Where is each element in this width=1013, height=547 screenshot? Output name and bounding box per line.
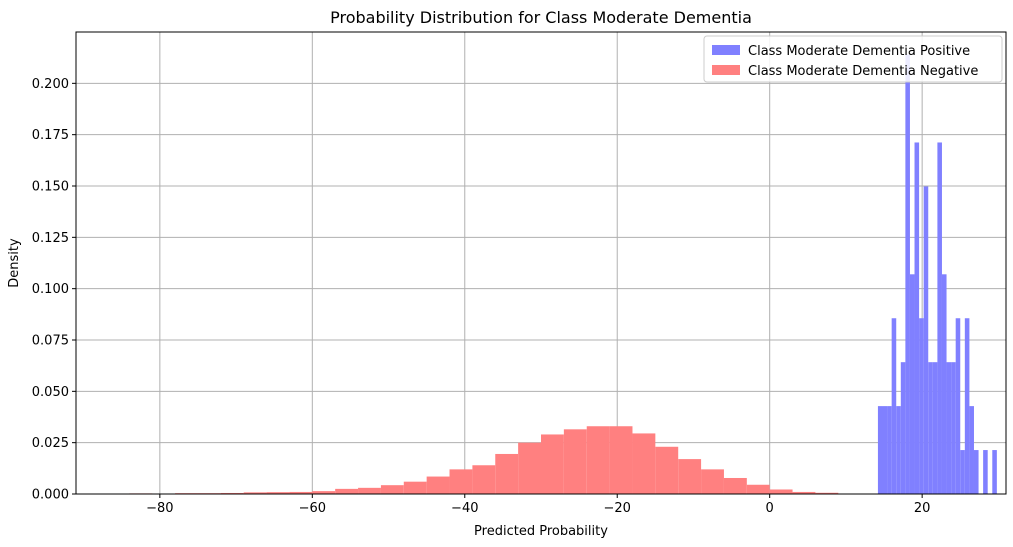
negative-bar-14 bbox=[449, 469, 473, 494]
positive-bar-23 bbox=[983, 450, 988, 494]
negative-bar-21 bbox=[609, 426, 633, 494]
y-tick-label-5: 0.125 bbox=[32, 231, 69, 246]
positive-bar-12 bbox=[932, 362, 938, 494]
legend-label-positive: Class Moderate Dementia Positive bbox=[748, 44, 970, 59]
positive-bar-4 bbox=[896, 406, 901, 494]
negative-bar-29 bbox=[792, 491, 816, 494]
positive-bar-10 bbox=[923, 186, 929, 495]
positive-bar-20 bbox=[969, 406, 974, 494]
negative-bar-11 bbox=[380, 485, 404, 494]
positive-bar-13 bbox=[937, 142, 942, 494]
grid bbox=[76, 32, 1006, 495]
positive-bar-21 bbox=[973, 450, 979, 494]
x-tick-label-4: 0 bbox=[766, 501, 774, 516]
negative-bar-16 bbox=[495, 453, 519, 494]
negative-bar-9 bbox=[335, 488, 359, 494]
positive-bar-18 bbox=[960, 450, 965, 494]
negative-bar-12 bbox=[403, 481, 427, 494]
legend-label-negative: Class Moderate Dementia Negative bbox=[748, 64, 978, 79]
x-tick-label-1: −60 bbox=[299, 501, 326, 516]
positive-bar-1 bbox=[882, 406, 888, 494]
negative-bar-30 bbox=[815, 492, 839, 494]
positive-bar-14 bbox=[941, 274, 947, 494]
negative-bar-20 bbox=[586, 426, 610, 494]
positive-bar-2 bbox=[887, 406, 892, 494]
positive-bar-11 bbox=[928, 362, 933, 494]
y-axis-ticks: 0.000 0.025 0.050 0.075 0.100 0.125 0.150 0.175… bbox=[32, 77, 76, 503]
positive-bar-16 bbox=[951, 362, 956, 494]
negative-bar-7 bbox=[289, 491, 313, 494]
positive-bar-15 bbox=[946, 362, 952, 494]
positive-bar-17 bbox=[955, 318, 961, 494]
y-tick-label-0: 0.000 bbox=[32, 488, 69, 503]
negative-bar-15 bbox=[472, 465, 496, 494]
y-tick-label-7: 0.175 bbox=[32, 128, 69, 143]
x-tick-label-3: −20 bbox=[604, 501, 631, 516]
negative-bar-24 bbox=[678, 459, 702, 494]
negative-bar-23 bbox=[655, 446, 679, 494]
y-tick-label-1: 0.025 bbox=[32, 436, 69, 451]
negative-bar-26 bbox=[723, 477, 747, 494]
y-tick-label-2: 0.050 bbox=[32, 385, 69, 400]
x-axis-ticks: −80 −60 −40 −20 0 20 bbox=[146, 494, 930, 516]
positive-bar-8 bbox=[914, 142, 920, 494]
positive-bar-7 bbox=[909, 274, 915, 494]
y-tick-label-6: 0.150 bbox=[32, 180, 69, 195]
negative-bar-17 bbox=[518, 442, 541, 494]
legend: Class Moderate Dementia Positive Class M… bbox=[703, 35, 1003, 83]
positive-bar-5 bbox=[900, 362, 906, 494]
y-axis-label: Density bbox=[7, 238, 22, 288]
negative-bar-5 bbox=[243, 492, 267, 494]
y-tick-label-8: 0.200 bbox=[32, 77, 69, 92]
positive-bar-25 bbox=[992, 450, 997, 494]
negative-bar-6 bbox=[266, 492, 290, 494]
positive-bar-9 bbox=[919, 318, 924, 494]
negative-bar-10 bbox=[358, 487, 381, 494]
y-tick-label-4: 0.100 bbox=[32, 282, 69, 297]
plot-area-frame bbox=[75, 31, 1007, 495]
negative-bar-22 bbox=[632, 433, 656, 494]
chart-title: Probability Distribution for Class Moder… bbox=[330, 8, 752, 27]
legend-swatch-positive bbox=[712, 45, 740, 55]
positive-bar-3 bbox=[891, 318, 897, 494]
negative-bar-28 bbox=[769, 489, 793, 494]
negative-series-bars bbox=[129, 426, 839, 494]
x-tick-label-2: −40 bbox=[451, 501, 478, 516]
negative-bar-25 bbox=[701, 469, 724, 494]
negative-bar-8 bbox=[312, 491, 336, 494]
negative-bar-13 bbox=[426, 476, 450, 494]
negative-bar-18 bbox=[541, 434, 564, 494]
positive-series-bars bbox=[877, 54, 997, 495]
positive-bar-0 bbox=[877, 406, 883, 494]
positive-bar-19 bbox=[964, 318, 970, 494]
negative-bar-4 bbox=[220, 492, 244, 494]
legend-swatch-negative bbox=[712, 65, 740, 75]
positive-bar-6 bbox=[905, 54, 910, 494]
x-tick-label-5: 20 bbox=[914, 501, 931, 516]
x-axis-label: Predicted Probability bbox=[474, 524, 608, 539]
negative-bar-19 bbox=[563, 429, 587, 494]
x-tick-label-0: −80 bbox=[146, 501, 173, 516]
y-tick-label-3: 0.075 bbox=[32, 334, 69, 349]
negative-bar-27 bbox=[746, 484, 770, 494]
legend-box bbox=[703, 35, 1003, 83]
